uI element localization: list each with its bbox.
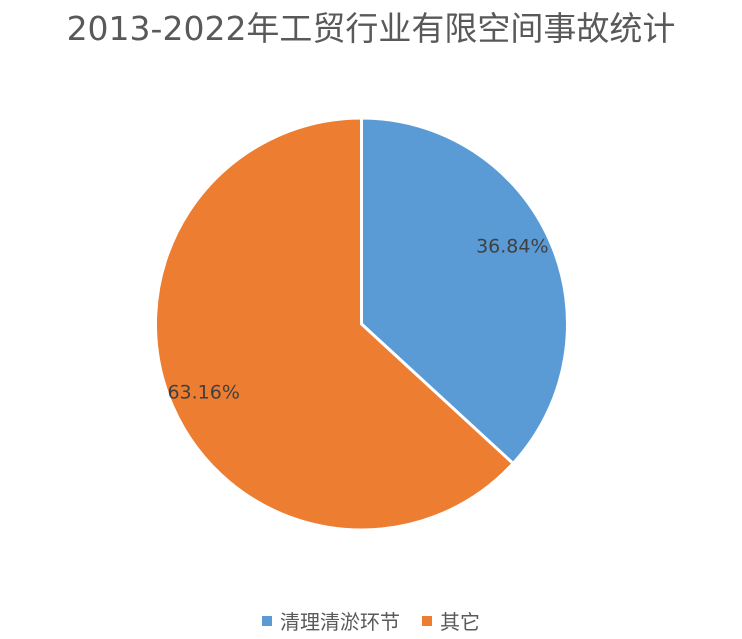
pie-slice [154,116,516,532]
legend-swatch [422,615,432,626]
chart-title: 2013-2022年工贸行业有限空间事故统计 [66,9,676,48]
data-label: 36.84% [476,235,548,257]
legend-item: 其它 [422,606,480,635]
legend-label: 清理清淤环节 [280,610,400,634]
data-label: 63.16% [167,382,239,404]
legend-item: 清理清淤环节 [262,606,400,635]
legend: 清理清淤环节 其它 [0,606,742,635]
pie-slice [360,116,569,466]
legend-label: 其它 [440,610,480,634]
legend-swatch [262,615,272,626]
